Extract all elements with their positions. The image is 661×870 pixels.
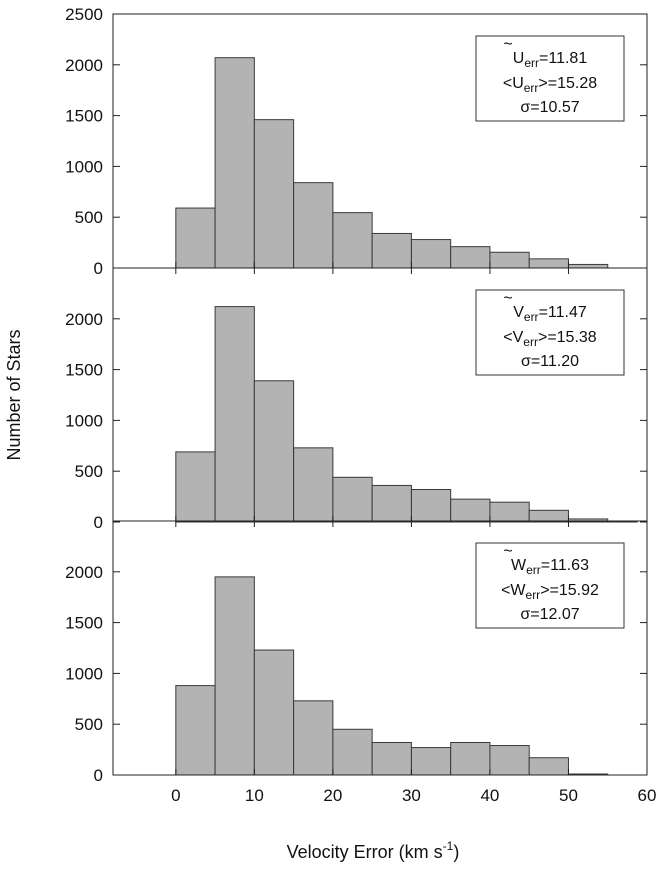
median-subscript: err <box>524 310 539 324</box>
median-value: =11.47 <box>539 304 587 321</box>
x-axis-title-end: ) <box>453 842 459 862</box>
histogram-bar <box>567 263 609 269</box>
x-tick-label: 60 <box>638 786 657 805</box>
mean-open: <W <box>501 582 526 599</box>
histogram-bar <box>175 685 216 776</box>
mean-subscript: err <box>523 335 538 349</box>
mean-open: <U <box>503 75 524 92</box>
median-tilde: ~ <box>503 290 512 307</box>
y-tick-label: 2000 <box>65 563 103 582</box>
y-tick-label: 500 <box>75 462 103 481</box>
mean-subscript: err <box>526 588 541 602</box>
histogram-bar <box>214 57 255 269</box>
histogram-bar <box>371 484 412 523</box>
histogram-bar <box>253 119 295 269</box>
x-tick-label: 30 <box>402 786 421 805</box>
histogram-bar <box>332 212 373 269</box>
histogram-bar <box>214 576 255 776</box>
histogram-bar <box>332 728 373 776</box>
x-tick-label: 0 <box>171 786 180 805</box>
y-tick-label: 0 <box>94 513 103 532</box>
median-value: =11.81 <box>539 50 587 67</box>
median-label: Werr=11.63 <box>511 557 589 577</box>
y-tick-label: 500 <box>75 208 103 227</box>
median-tilde: ~ <box>503 36 512 53</box>
sigma-label: σ=10.57 <box>520 99 579 116</box>
mean-value: >=15.28 <box>538 75 597 92</box>
mean-label: <Verr>=15.38 <box>503 329 597 349</box>
histogram-bar <box>371 232 412 269</box>
y-tick-label: 0 <box>94 259 103 278</box>
mean-label: <Werr>=15.92 <box>501 582 599 602</box>
y-tick-label: 1000 <box>65 411 103 430</box>
y-tick-label: 1000 <box>65 157 103 176</box>
x-tick-label: 20 <box>323 786 342 805</box>
histogram-bar <box>410 747 452 776</box>
mean-value: >=15.92 <box>540 582 599 599</box>
y-tick-label: 1500 <box>65 361 103 380</box>
histogram-bar <box>528 509 569 523</box>
y-tick-label: 500 <box>75 715 103 734</box>
mean-value: >=15.38 <box>538 329 597 346</box>
median-label: Uerr=11.81 <box>513 50 588 70</box>
histogram-bar <box>450 246 491 269</box>
stats-box <box>475 542 625 629</box>
median-symbol: V <box>513 304 524 321</box>
mean-open: <V <box>503 329 523 346</box>
histogram-bar <box>293 700 334 776</box>
histogram-bar <box>293 182 334 269</box>
sigma-label: σ=12.07 <box>520 606 579 623</box>
x-axis-title-superscript: -1 <box>443 839 454 853</box>
histogram-bar <box>450 498 491 523</box>
mean-subscript: err <box>524 81 539 95</box>
histogram-bar <box>293 447 334 523</box>
median-label: Verr=11.47 <box>513 304 587 324</box>
y-tick-label: 2500 <box>65 5 103 24</box>
histogram-bar <box>175 207 216 269</box>
median-value: =11.63 <box>541 557 589 574</box>
y-axis-title: Number of Stars <box>4 329 24 460</box>
histogram-bar <box>528 757 569 776</box>
y-tick-label: 1500 <box>65 107 103 126</box>
sigma-label: σ=11.20 <box>521 353 579 370</box>
x-tick-label: 10 <box>245 786 264 805</box>
x-axis-title-main: Velocity Error (km s <box>287 842 443 862</box>
x-axis-title: Velocity Error (km s-1) <box>287 839 460 862</box>
histogram-bar <box>253 649 295 776</box>
y-tick-label: 1500 <box>65 614 103 633</box>
histogram-bar <box>253 380 295 523</box>
histogram-bar <box>489 745 530 776</box>
x-tick-label: 50 <box>559 786 578 805</box>
histogram-bar <box>450 741 491 776</box>
histogram-bar <box>528 258 569 269</box>
stats-box <box>475 35 625 122</box>
y-tick-label: 2000 <box>65 310 103 329</box>
histogram-bar <box>214 306 255 523</box>
mean-label: <Uerr>=15.28 <box>503 75 597 95</box>
median-tilde: ~ <box>503 543 512 560</box>
stats-box <box>475 289 625 376</box>
histogram-bar <box>410 239 452 269</box>
median-symbol: W <box>511 557 527 574</box>
x-tick-label: 40 <box>480 786 499 805</box>
histogram-bar <box>175 451 216 523</box>
histogram-bar <box>371 741 412 776</box>
y-tick-label: 0 <box>94 766 103 785</box>
median-subscript: err <box>526 563 541 577</box>
median-subscript: err <box>524 56 539 70</box>
histogram-bar <box>489 251 530 269</box>
panels-layer: 05001000150020002500Uerr=11.81~<Uerr>=15… <box>65 5 656 805</box>
histogram-panel-1: 05001000150020002500Uerr=11.81~<Uerr>=15… <box>65 5 648 278</box>
histogram-bar <box>489 501 530 523</box>
y-tick-label: 2000 <box>65 56 103 75</box>
histogram-bar <box>410 488 452 523</box>
y-tick-label: 1000 <box>65 664 103 683</box>
median-symbol: U <box>513 50 525 67</box>
histogram-bar <box>332 476 373 523</box>
plot-frame <box>112 13 648 776</box>
